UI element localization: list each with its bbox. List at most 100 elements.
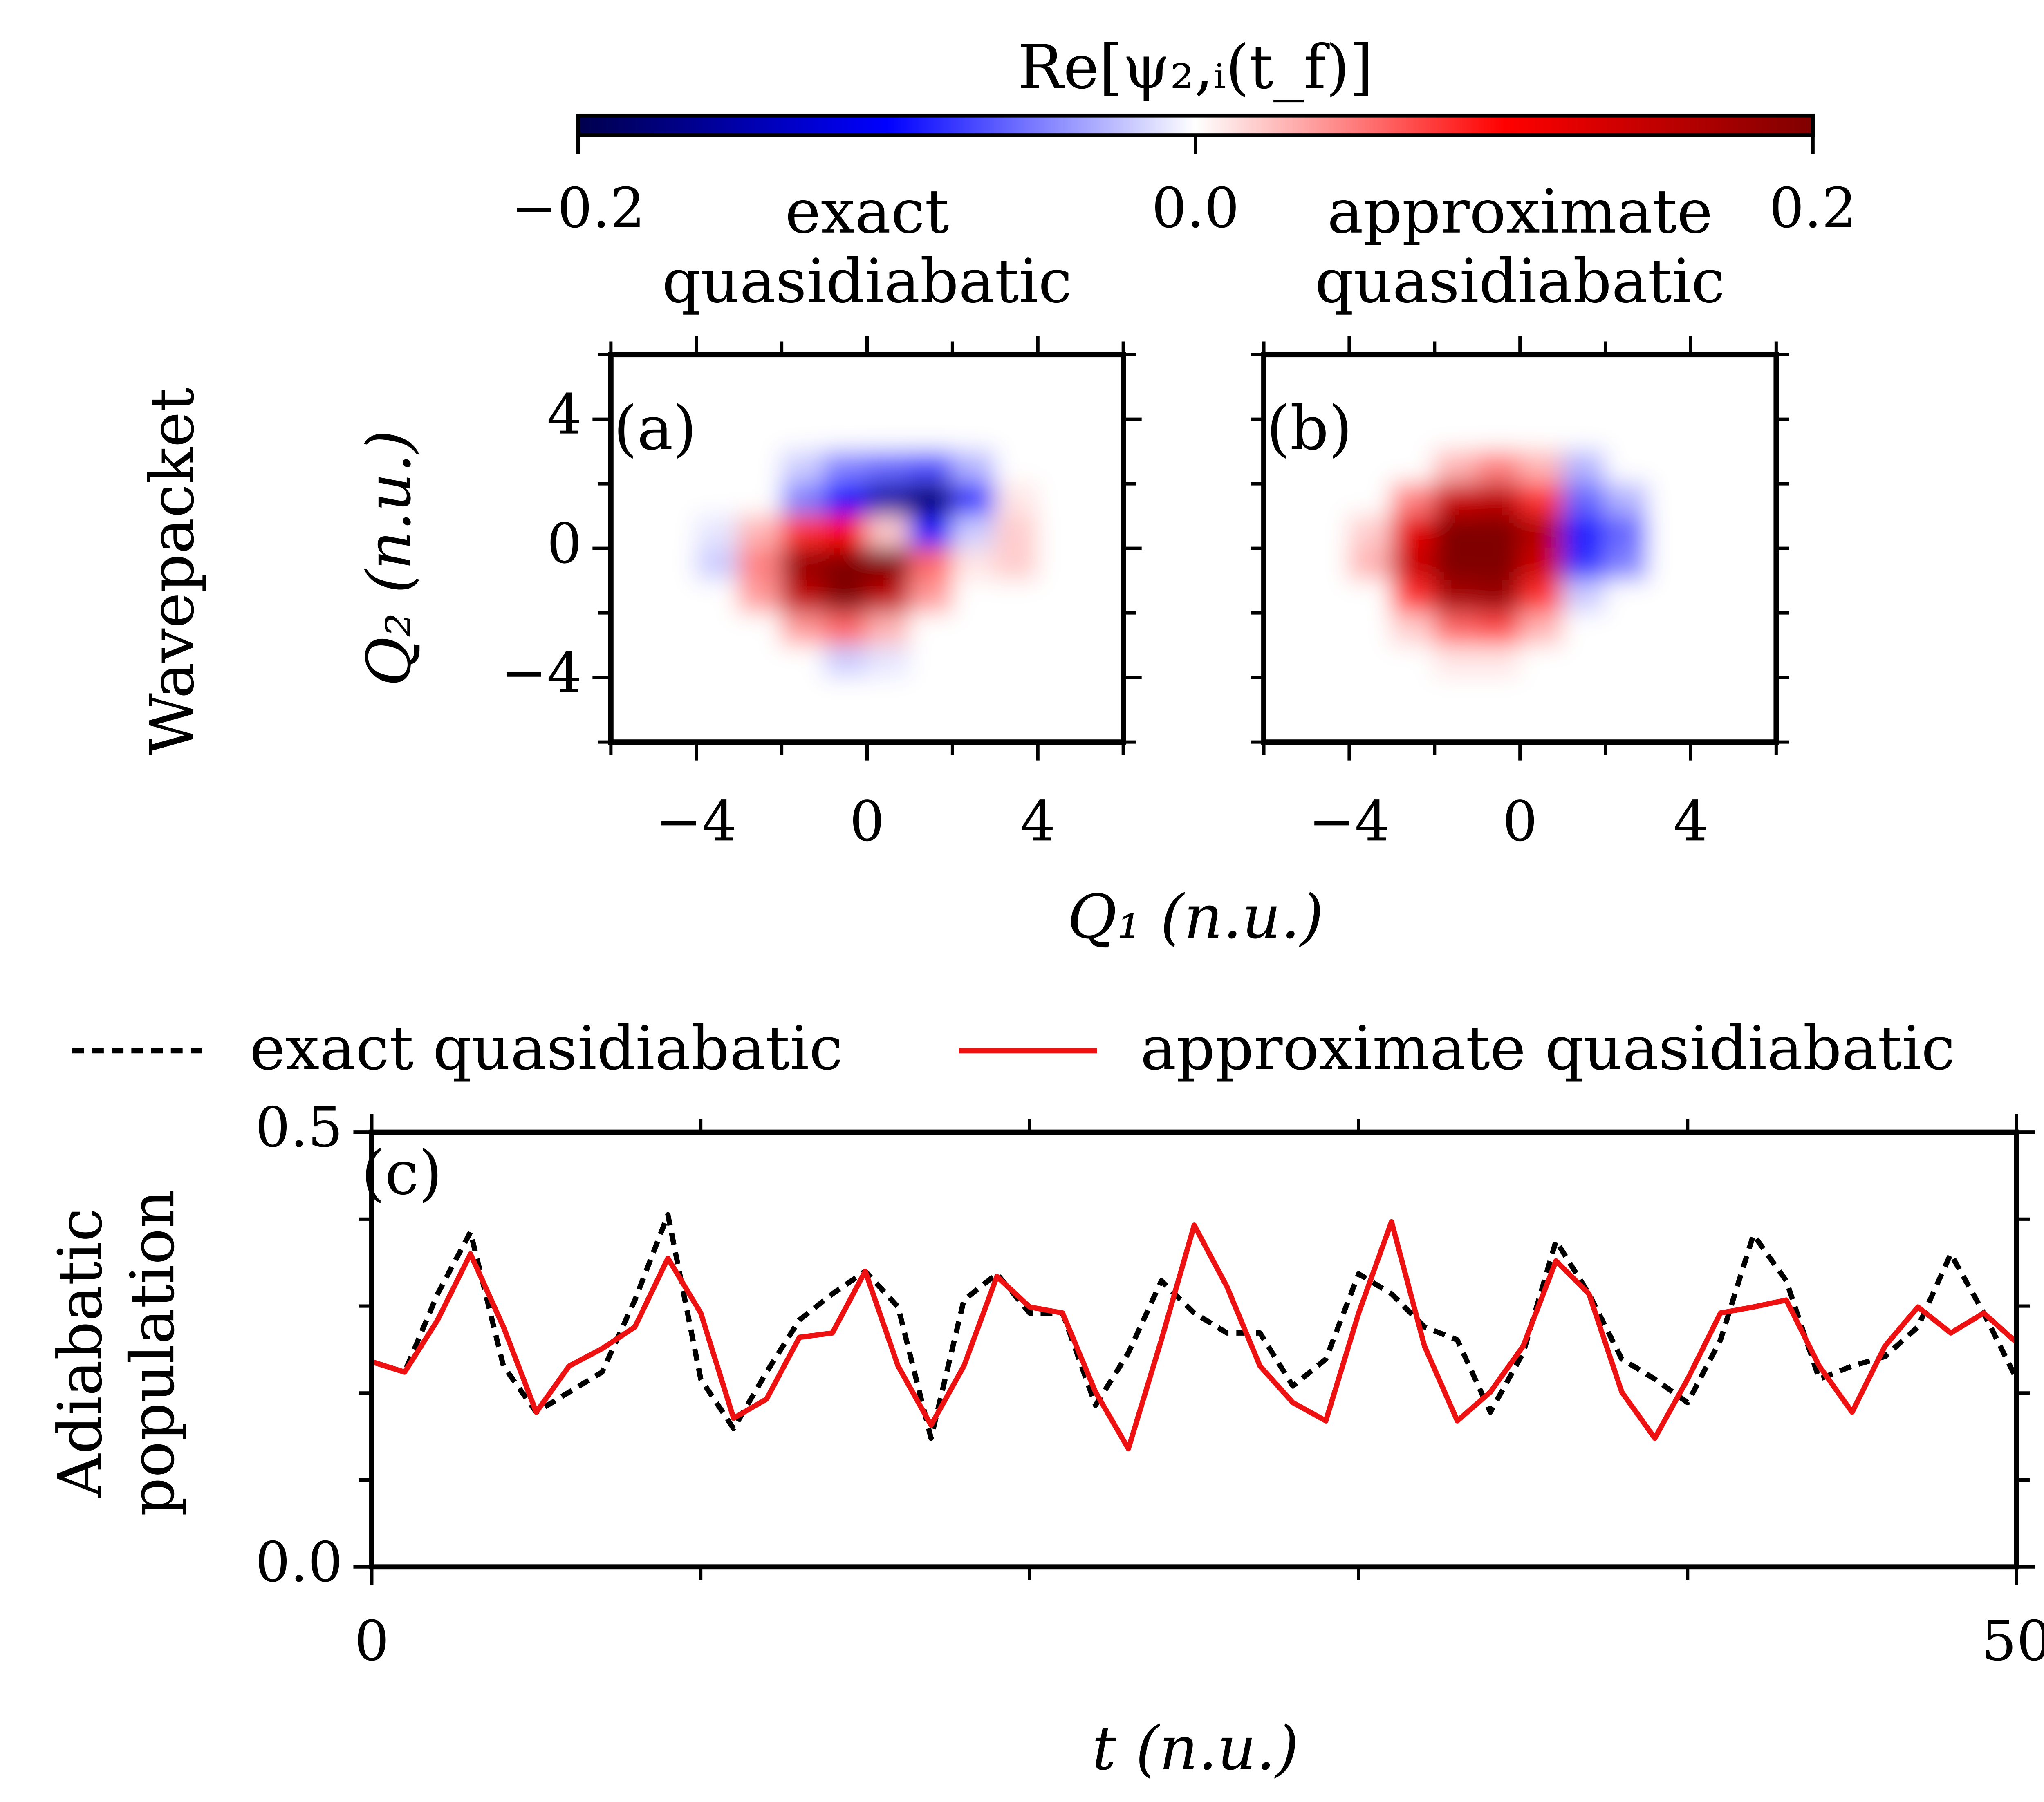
heatmap-cell (1391, 612, 1435, 646)
heatmap-cell (952, 677, 996, 711)
colorbar-tick-label: −0.2 (511, 176, 645, 240)
heatmap-cell (823, 451, 868, 485)
heatmap-cell (653, 515, 697, 549)
plot-frame (608, 352, 1126, 745)
plot-frame (1261, 352, 1779, 745)
heatmap-cell (1306, 612, 1350, 646)
heatmap-cell (1264, 580, 1307, 614)
heatmap-cell (1647, 354, 1692, 388)
y-tick-label: 0 (547, 512, 582, 576)
heatmap-cell (994, 483, 1039, 517)
heatmap-cell (866, 580, 911, 614)
heatmap-cell (1605, 419, 1649, 452)
heatmap-cell (1391, 451, 1435, 485)
heatmap-cell (1434, 580, 1478, 614)
heatmap-cell (952, 709, 996, 742)
heatmap-cell (1037, 612, 1081, 646)
heatmap-cell (823, 354, 868, 388)
heatmap-cell (1647, 677, 1692, 711)
heatmap-cell (1348, 451, 1393, 485)
heatmap-cell (1732, 386, 1776, 420)
heatmap-cell (738, 645, 782, 678)
heatmap-cell (1264, 386, 1307, 420)
heatmap-cell (1391, 515, 1435, 549)
heatmap-cell (1264, 677, 1307, 711)
heatmap-cell (994, 354, 1039, 388)
heatmap-cell (781, 580, 825, 614)
heatmap-cell (1348, 515, 1393, 549)
heatmap-cell (823, 419, 868, 452)
heatmap-cell (781, 709, 825, 742)
heatmap-cell (781, 354, 825, 388)
heatmap-cell (994, 645, 1039, 678)
heatmap-cell (1348, 645, 1393, 678)
heatmap-cell (823, 612, 868, 646)
heatmap-cell (1562, 386, 1606, 420)
heatmap-cell (1519, 386, 1564, 420)
heatmap-cell (611, 709, 654, 742)
heatmap-cell (994, 548, 1039, 582)
heatmap-cell (1037, 451, 1081, 485)
heatmap-cell (1306, 677, 1350, 711)
heatmap-cell (781, 548, 825, 582)
heatmap-cell (866, 419, 911, 452)
heatmap-cell (1037, 580, 1081, 614)
heatmap-cell (1647, 645, 1692, 678)
heatmap-cell (1080, 645, 1123, 678)
heatmap-cell (1519, 612, 1564, 646)
heatmap-cell (1264, 612, 1307, 646)
heatmap-cell (695, 354, 740, 388)
heatmap-cell (1690, 451, 1735, 485)
heatmap-cell (1434, 612, 1478, 646)
heatmap-cell (1732, 451, 1776, 485)
heatmap-cell (1647, 451, 1692, 485)
heatmap-cell (909, 709, 953, 742)
heatmap-cell (1562, 548, 1606, 582)
heatmap-cell (695, 548, 740, 582)
heatmap-cell (1562, 515, 1606, 549)
heatmap-cell (1647, 386, 1692, 420)
heatmap-cell (994, 515, 1039, 549)
heatmap-cell (866, 483, 911, 517)
heatmap-cell (611, 386, 654, 420)
heatmap-cell (653, 548, 697, 582)
heatmap-cell (1519, 645, 1564, 678)
heatmap-cell (1348, 419, 1393, 452)
colorbar-tick-label: 0.2 (1769, 176, 1857, 240)
x-tick-label: 50 (1981, 1609, 2044, 1673)
panel-label: (b) (1266, 393, 1352, 463)
heatmap-cell (1647, 580, 1692, 614)
heatmap-cell (1562, 612, 1606, 646)
heatmap-cell (1562, 354, 1606, 388)
heatmap-cell (1037, 709, 1081, 742)
heatmap-cell (866, 451, 911, 485)
heatmap-cell (1690, 580, 1735, 614)
heatmap-cell (738, 386, 782, 420)
heatmap-cell (1605, 709, 1649, 742)
heatmap-cell (781, 515, 825, 549)
heatmap-cell (1477, 612, 1521, 646)
heatmap-cell (1080, 677, 1123, 711)
heatmap-cell (1391, 677, 1435, 711)
heatmap-area (1264, 354, 1776, 742)
heatmap-cell (1348, 386, 1393, 420)
heatmap-cell (823, 580, 868, 614)
heatmap-cell (738, 677, 782, 711)
heatmap-cell (1647, 419, 1692, 452)
heatmap-cell (1391, 483, 1435, 517)
heatmap-cell (1434, 515, 1478, 549)
heatmap-cell (952, 419, 996, 452)
heatmap-cell (1348, 612, 1393, 646)
x-tick-label: −4 (1309, 789, 1390, 853)
heatmap-cell (866, 548, 911, 582)
heatmap-cell (823, 548, 868, 582)
heatmap-cell (1690, 515, 1735, 549)
heatmap-cell (1690, 548, 1735, 582)
y-tick-label: 0.0 (255, 1530, 343, 1594)
heatmap-cell (1605, 548, 1649, 582)
heatmap-cell (1562, 451, 1606, 485)
heatmap-cell (1732, 515, 1776, 549)
heatmap-cell (1348, 677, 1393, 711)
heatmap-cell (1519, 709, 1564, 742)
x-tick-label: 0 (849, 789, 885, 853)
